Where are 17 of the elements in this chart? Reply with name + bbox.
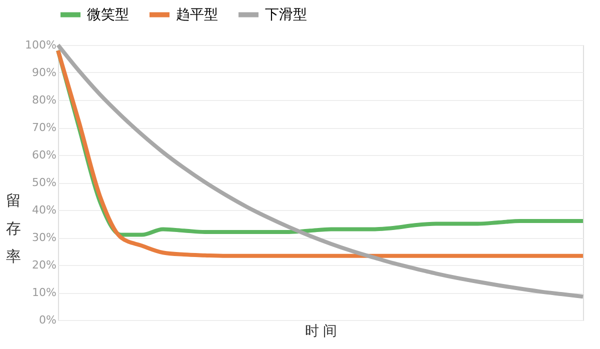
y-axis-title: 留存率 <box>6 192 21 266</box>
y-tick-label: 40% <box>32 204 56 216</box>
y-tick-label: 0% <box>39 314 56 326</box>
y-tick-label: 90% <box>32 66 56 79</box>
y-tick-label: 30% <box>32 231 56 244</box>
y-tick-label: 80% <box>32 94 56 106</box>
y-tick-label: 60% <box>32 148 56 162</box>
y-tick-label: 50% <box>32 176 56 189</box>
legend-label: 微笑型 <box>87 6 129 23</box>
line-series <box>56 43 585 299</box>
legend-label: 下滑型 <box>265 6 307 23</box>
x-axis-title: 时 间 <box>304 324 338 340</box>
y-tick-label: 10% <box>32 286 56 299</box>
y-tick-label: 20% <box>32 258 56 272</box>
y-tick-label: 100% <box>25 38 56 52</box>
y-tick-label: 70% <box>32 121 56 134</box>
legend-label: 趋平型 <box>176 6 218 23</box>
